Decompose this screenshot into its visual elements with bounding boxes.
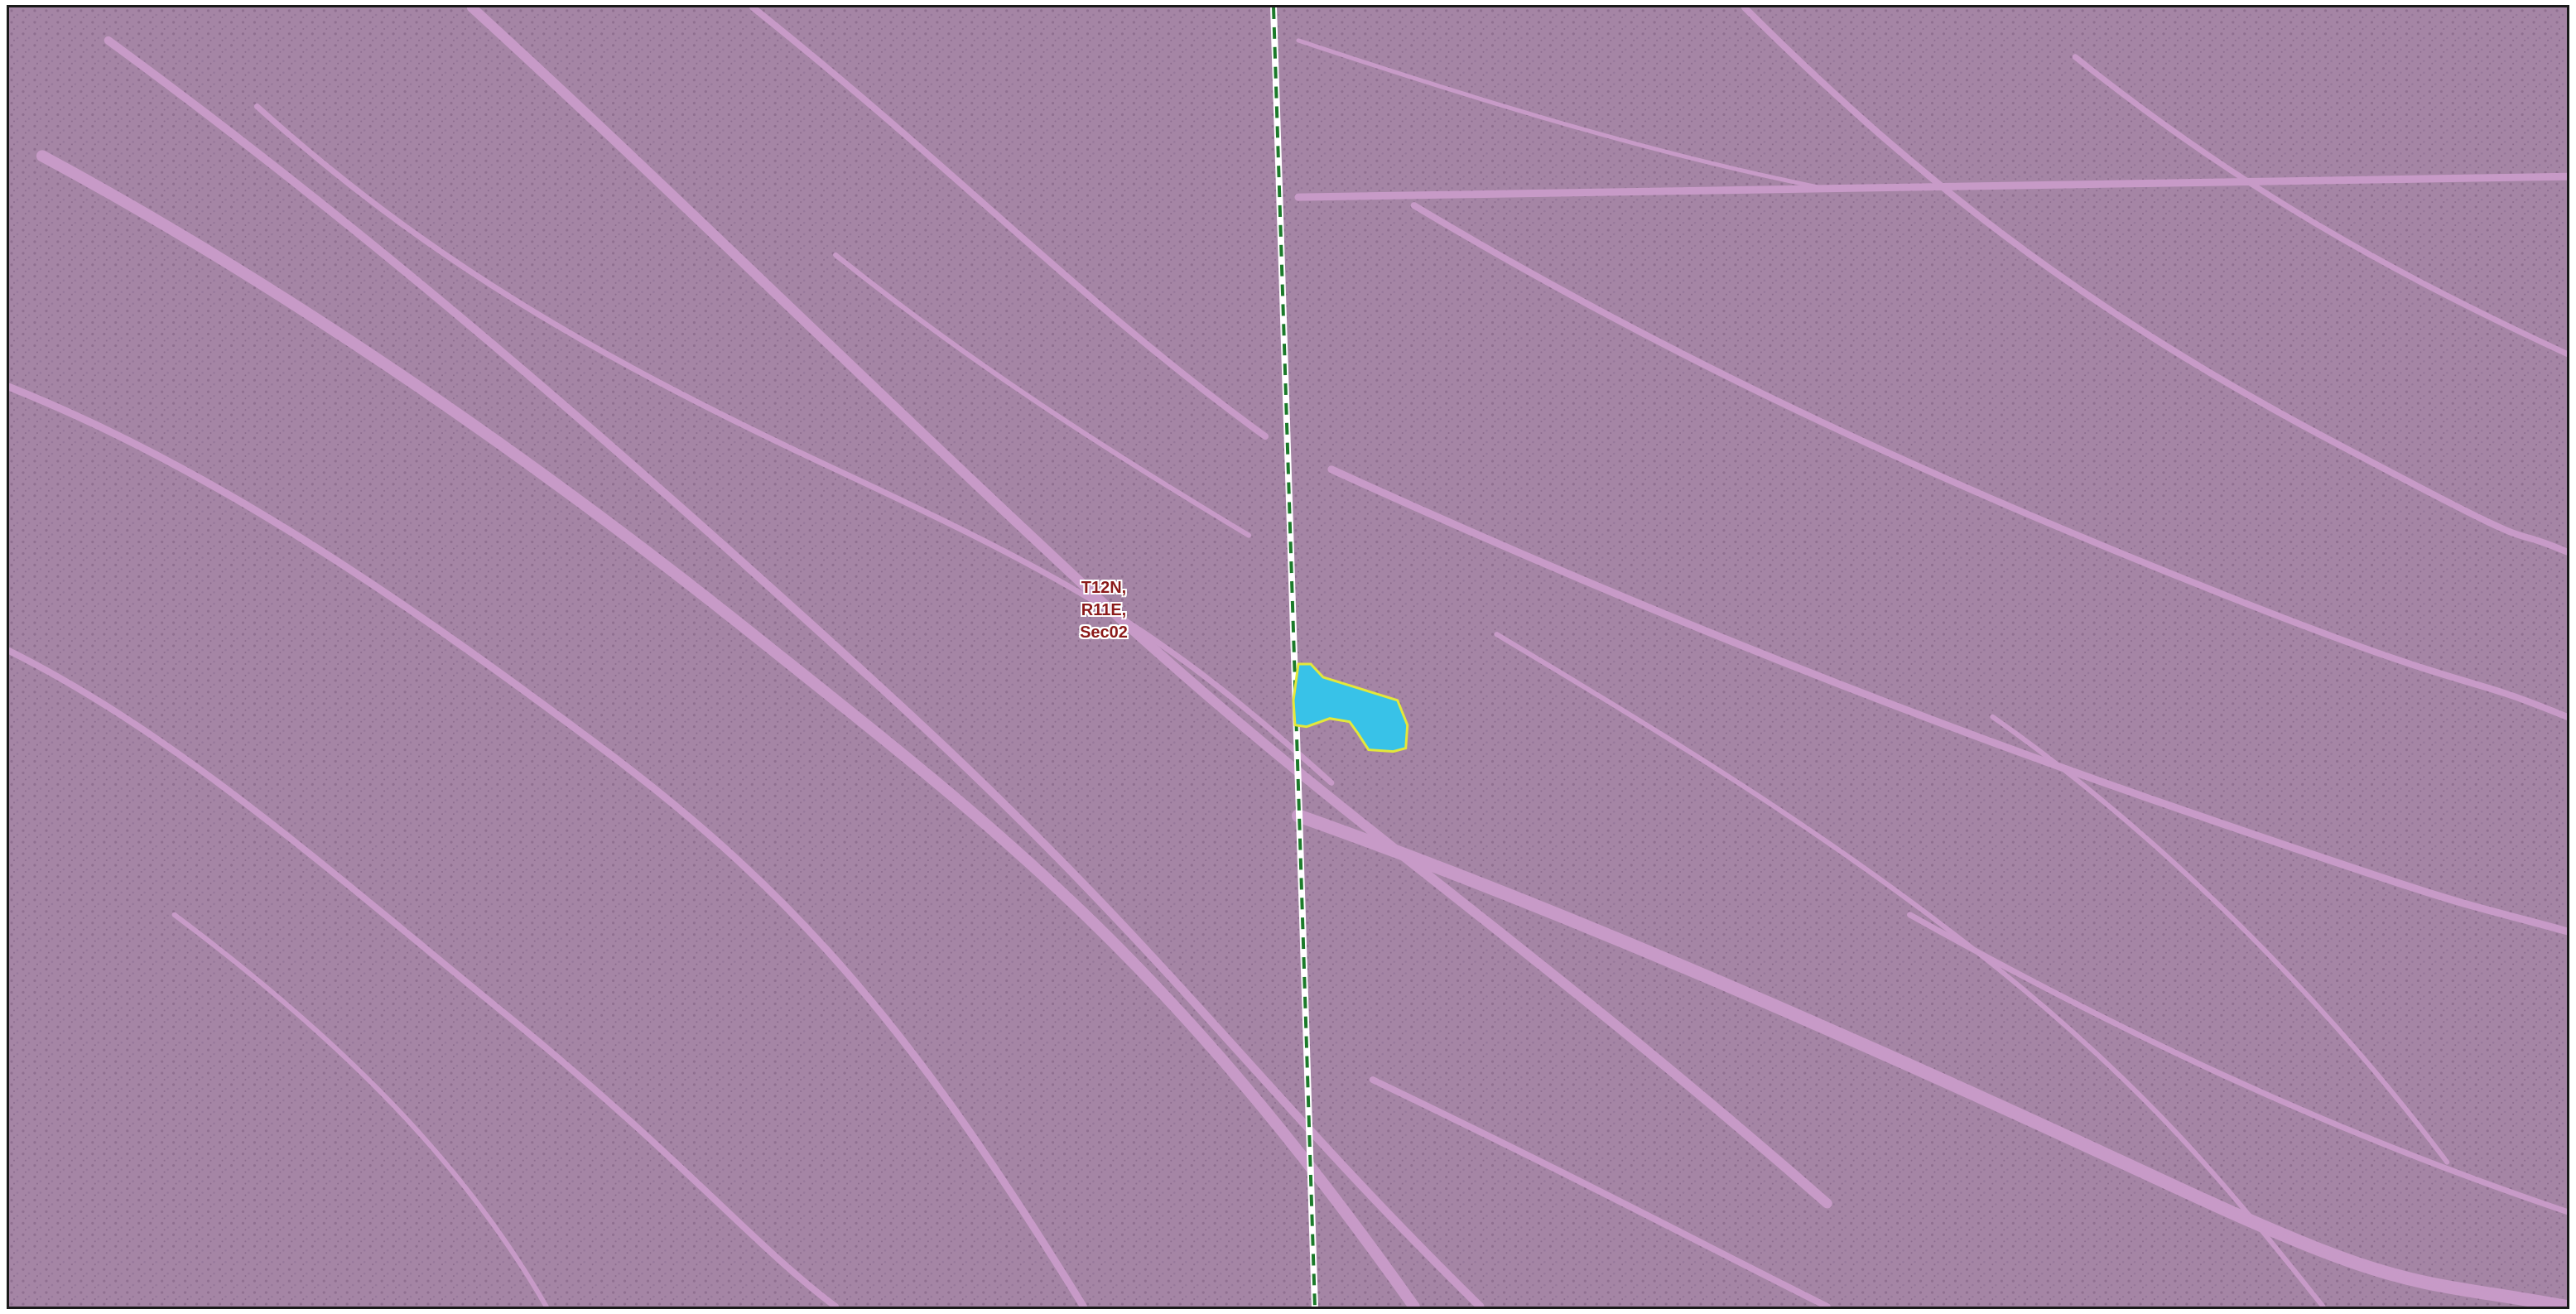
aerial-basemap[interactable] (9, 7, 2567, 1307)
section-boundary[interactable] (1270, 7, 1318, 1307)
section-label-range: R11E, (1081, 601, 1127, 619)
project-parcel-polygon[interactable] (1292, 662, 1409, 753)
section-label-section: Sec02 (1080, 623, 1128, 642)
section-label-township: T12N, (1081, 579, 1127, 597)
map-frame[interactable]: T12N, R11E, Sec02 (7, 5, 2569, 1309)
section-label: T12N, R11E, Sec02 (1054, 577, 1153, 644)
terrain-background (9, 7, 2567, 1307)
drainage-washes (9, 7, 2567, 1307)
